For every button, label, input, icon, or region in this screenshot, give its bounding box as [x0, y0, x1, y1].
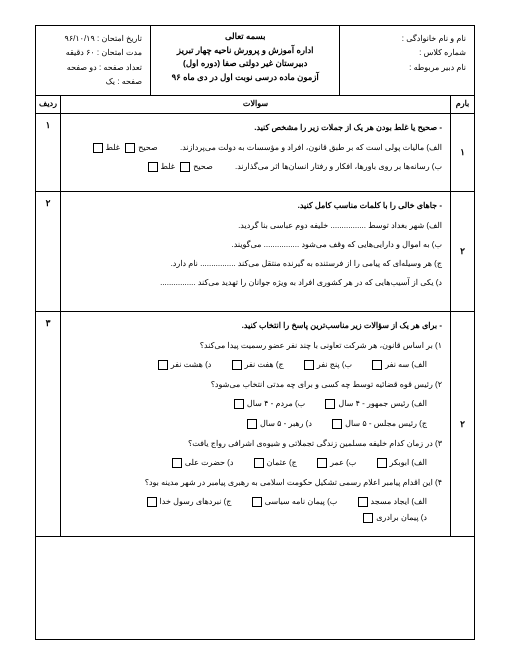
- besmele: بسمه تعالی: [157, 30, 333, 44]
- checkbox-icon[interactable]: [363, 513, 373, 523]
- pages-value: دو صفحه: [67, 63, 97, 72]
- checkbox-icon[interactable]: [358, 497, 368, 507]
- q3-s4: ۴) این اقدام پیامبر اعلام رسمی تشکیل حکو…: [69, 475, 442, 491]
- q3-s2a: الف) رئیس جمهور - ۴ سال: [338, 399, 427, 408]
- q1-a: الف) مالیات پولی است که بر طبق قانون، اف…: [180, 143, 442, 152]
- q3-title: - برای هر یک از سؤالات زیر مناسب‌ترین پا…: [69, 318, 442, 334]
- checkbox-icon[interactable]: [93, 143, 103, 153]
- ghalat-label: غلط: [161, 162, 175, 171]
- q3-s4b: ب) پیمان نامه سیاسی: [265, 497, 338, 506]
- q3-s1c: ج) هفت نفر: [245, 360, 284, 369]
- q3-s4c: ج) نبردهای رسول خدا: [160, 497, 232, 506]
- q3-s2b: ب) مردم - ۴ سال: [247, 399, 305, 408]
- q2-d: د) یکی از آسیب‌هایی که در هر کشوری افراد…: [69, 275, 442, 291]
- col-radif: ردیف: [36, 96, 60, 113]
- q1-title: - صحیح یا غلط بودن هر یک از جملات زیر را…: [69, 120, 442, 136]
- page-number: صفحه : یک: [44, 75, 142, 89]
- checkbox-icon[interactable]: [147, 497, 157, 507]
- q2-num: ۲: [36, 192, 60, 311]
- checkbox-icon[interactable]: [377, 458, 387, 468]
- checkbox-icon[interactable]: [232, 360, 242, 370]
- pages-label: تعداد صفحه :: [99, 63, 142, 72]
- q3-s1: ۱) بر اساس قانون، هر شرکت تعاونی با چند …: [69, 338, 442, 354]
- column-headers: بارم سوالات ردیف: [36, 96, 474, 114]
- checkbox-icon[interactable]: [332, 419, 342, 429]
- q1-b: ب) رسانه‌ها بر روی باورها، افکار و رفتار…: [235, 162, 442, 171]
- checkbox-icon[interactable]: [254, 458, 264, 468]
- checkbox-icon[interactable]: [317, 458, 327, 468]
- q3-s2c: ج) رئیس مجلس - ۵ سال: [345, 419, 427, 428]
- exam-header: نام و نام خانوادگی : شماره کلاس : نام دب…: [36, 26, 474, 96]
- q3-s4d: د) پیمان برادری: [376, 513, 427, 522]
- q2-title: - جاهای خالی را با کلمات مناسب کامل کنید…: [69, 198, 442, 214]
- checkbox-icon[interactable]: [125, 143, 135, 153]
- col-soalat: سوالات: [60, 96, 450, 113]
- checkbox-icon[interactable]: [180, 162, 190, 172]
- checkbox-icon[interactable]: [304, 360, 314, 370]
- checkbox-icon[interactable]: [158, 360, 168, 370]
- duration-label: مدت امتحان :: [97, 48, 142, 57]
- q2-content: - جاهای خالی را با کلمات مناسب کامل کنید…: [60, 192, 450, 311]
- col-barom: بارم: [450, 96, 474, 113]
- q3-s3d: د) حضرت علی: [185, 458, 234, 467]
- q2-score: ۲: [450, 192, 474, 311]
- checkbox-icon[interactable]: [234, 399, 244, 409]
- duration-value: ۶۰ دقیقه: [66, 48, 95, 57]
- q3-content: - برای هر یک از سؤالات زیر مناسب‌ترین پا…: [60, 312, 450, 536]
- org-line-1: اداره آموزش و پرورش ناحیه چهار تبریز: [157, 44, 333, 58]
- q3-s4a: الف) ایجاد مسجد: [371, 497, 427, 506]
- checkbox-icon[interactable]: [252, 497, 262, 507]
- sahih-label: صحیح: [138, 143, 158, 152]
- question-row-2: ۲ - جاهای خالی را با کلمات مناسب کامل کن…: [36, 192, 474, 312]
- q3-s3: ۳) در زمان کدام خلیفه مسلمین زندگی تجملا…: [69, 436, 442, 452]
- q3-s3b: ب) عمر: [330, 458, 356, 467]
- question-row-3: ۲ - برای هر یک از سؤالات زیر مناسب‌ترین …: [36, 312, 474, 537]
- date-label: تاریخ امتحان :: [97, 34, 142, 43]
- sahih-label: صحیح: [193, 162, 213, 171]
- class-label: شماره کلاس :: [348, 46, 466, 60]
- q1-content: - صحیح یا غلط بودن هر یک از جملات زیر را…: [60, 114, 450, 191]
- checkbox-icon[interactable]: [325, 399, 335, 409]
- ghalat-label: غلط: [106, 143, 120, 152]
- q2-a: الف) شهر بغداد توسط ................ خلی…: [69, 218, 442, 234]
- exam-title-block: بسمه تعالی اداره آموزش و پرورش ناحیه چها…: [150, 26, 339, 95]
- q3-s1d: د) هشت نفر: [171, 360, 212, 369]
- q3-s2d: د) رهبر - ۵ سال: [260, 419, 312, 428]
- q3-s3c: ج) عثمان: [267, 458, 297, 467]
- q3-s3a: الف) ابوبکر: [390, 458, 427, 467]
- org-line-2: دبیرستان غیر دولتی صفا (دوره اول): [157, 57, 333, 71]
- exam-title: آزمون ماده درسی نوبت اول در دی ماه ۹۶: [157, 71, 333, 85]
- q3-score: ۲: [450, 312, 474, 536]
- q3-num: ۳: [36, 312, 60, 536]
- q3-s1a: الف) سه نفر: [385, 360, 427, 369]
- teacher-label: نام دبیر مربوطه :: [348, 61, 466, 75]
- q3-s2: ۲) رئیس قوه قضائیه توسط چه کسی و برای چه…: [69, 377, 442, 393]
- student-info: نام و نام خانوادگی : شماره کلاس : نام دب…: [339, 26, 474, 95]
- checkbox-icon[interactable]: [148, 162, 158, 172]
- q2-c: ج) هر وسیله‌ای که پیامی را از فرستنده به…: [69, 256, 442, 272]
- q2-b: ب) به اموال و دارایی‌هایی که وقف می‌شود …: [69, 237, 442, 253]
- checkbox-icon[interactable]: [247, 419, 257, 429]
- q3-s1b: ب) پنج نفر: [317, 360, 352, 369]
- exam-meta: تاریخ امتحان : ۹۶/۱۰/۱۹ مدت امتحان : ۶۰ …: [36, 26, 150, 95]
- checkbox-icon[interactable]: [372, 360, 382, 370]
- name-label: نام و نام خانوادگی :: [348, 32, 466, 46]
- checkbox-icon[interactable]: [172, 458, 182, 468]
- date-value: ۹۶/۱۰/۱۹: [65, 34, 95, 43]
- q1-score: ۱: [450, 114, 474, 191]
- q1-num: ۱: [36, 114, 60, 191]
- question-row-1: ۱ - صحیح یا غلط بودن هر یک از جملات زیر …: [36, 114, 474, 192]
